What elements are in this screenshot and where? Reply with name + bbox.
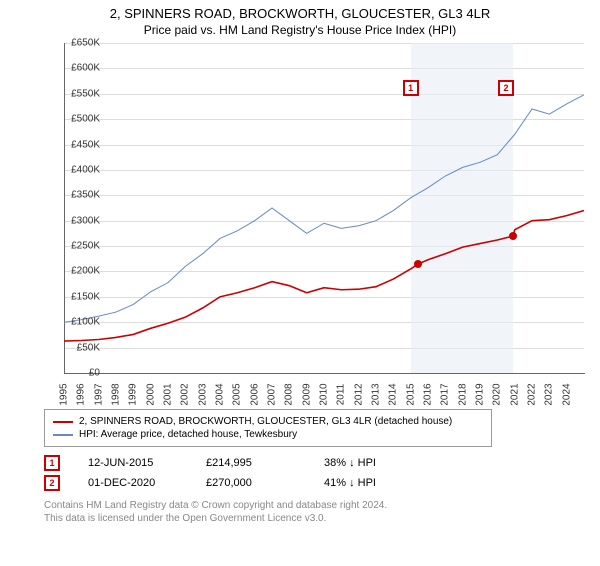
data-row-delta: 41% ↓ HPI — [324, 477, 414, 489]
data-row-date: 12-JUN-2015 — [88, 457, 178, 469]
data-row-date: 01-DEC-2020 — [88, 477, 178, 489]
x-tick-label: 2017 — [440, 383, 451, 405]
x-tick-label: 2014 — [388, 383, 399, 405]
y-tick-label: £100K — [71, 317, 100, 328]
legend-item: 2, SPINNERS ROAD, BROCKWORTH, GLOUCESTER… — [53, 416, 483, 427]
x-tick-label: 2013 — [371, 383, 382, 405]
y-tick-label: £400K — [71, 164, 100, 175]
y-tick-label: £650K — [71, 38, 100, 49]
data-row-price: £270,000 — [206, 477, 296, 489]
y-tick-label: £550K — [71, 88, 100, 99]
marker-dot-2 — [509, 232, 517, 240]
x-tick-label: 2022 — [527, 383, 538, 405]
legend: 2, SPINNERS ROAD, BROCKWORTH, GLOUCESTER… — [44, 409, 492, 447]
x-tick-label: 1996 — [76, 383, 87, 405]
x-tick-label: 2010 — [319, 383, 330, 405]
x-tick-label: 2023 — [544, 383, 555, 405]
x-tick-label: 2018 — [457, 383, 468, 405]
legend-swatch — [53, 434, 73, 436]
marker-dot-1 — [414, 260, 422, 268]
footer: Contains HM Land Registry data © Crown c… — [44, 499, 600, 525]
x-tick-label: 2021 — [509, 383, 520, 405]
y-tick-label: £600K — [71, 63, 100, 74]
x-tick-label: 2002 — [180, 383, 191, 405]
y-tick-label: £200K — [71, 266, 100, 277]
x-tick-label: 2016 — [423, 383, 434, 405]
x-tick-label: 1997 — [93, 383, 104, 405]
x-tick-label: 2008 — [284, 383, 295, 405]
chart-area: 1 2 £0 £50K £100K £150K £200K £250K £300K £350K £… — [34, 43, 594, 403]
chart-subtitle: Price paid vs. HM Land Registry's House … — [0, 23, 600, 37]
footer-line-2: This data is licensed under the Open Gov… — [44, 512, 600, 525]
y-tick-label: £250K — [71, 241, 100, 252]
legend-item: HPI: Average price, detached house, Tewk… — [53, 429, 483, 440]
legend-label: 2, SPINNERS ROAD, BROCKWORTH, GLOUCESTER… — [79, 416, 452, 427]
series-property — [64, 211, 584, 341]
x-tick-label: 1995 — [59, 383, 70, 405]
y-tick-label: £300K — [71, 215, 100, 226]
x-tick-label: 2024 — [561, 383, 572, 405]
y-tick-label: £350K — [71, 190, 100, 201]
chart-title: 2, SPINNERS ROAD, BROCKWORTH, GLOUCESTER… — [0, 6, 600, 21]
x-tick-label: 2004 — [215, 383, 226, 405]
data-row-badge: 1 — [44, 455, 60, 471]
data-table: 1 12-JUN-2015 £214,995 38% ↓ HPI 2 01-DEC-202… — [44, 455, 600, 491]
x-tick-label: 1999 — [128, 383, 139, 405]
x-tick-label: 2019 — [475, 383, 486, 405]
data-row: 2 01-DEC-2020 £270,000 41% ↓ HPI — [44, 475, 600, 491]
x-tick-label: 2020 — [492, 383, 503, 405]
data-row: 1 12-JUN-2015 £214,995 38% ↓ HPI — [44, 455, 600, 471]
x-tick-label: 2000 — [145, 383, 156, 405]
x-tick-label: 2015 — [405, 383, 416, 405]
y-tick-label: £450K — [71, 139, 100, 150]
x-tick-label: 1998 — [111, 383, 122, 405]
x-tick-label: 2009 — [301, 383, 312, 405]
y-tick-label: £0 — [89, 368, 100, 379]
legend-swatch — [53, 421, 73, 423]
x-tick-label: 2012 — [353, 383, 364, 405]
footer-line-1: Contains HM Land Registry data © Crown c… — [44, 499, 600, 512]
x-tick-label: 2006 — [249, 383, 260, 405]
data-row-price: £214,995 — [206, 457, 296, 469]
x-tick-label: 2001 — [163, 383, 174, 405]
data-row-delta: 38% ↓ HPI — [324, 457, 414, 469]
data-row-badge: 2 — [44, 475, 60, 491]
x-tick-label: 2005 — [232, 383, 243, 405]
x-tick-label: 2003 — [197, 383, 208, 405]
chart-container: 2, SPINNERS ROAD, BROCKWORTH, GLOUCESTER… — [0, 6, 600, 566]
x-tick-label: 2007 — [267, 383, 278, 405]
marker-badge-2: 2 — [498, 80, 514, 96]
y-tick-label: £500K — [71, 114, 100, 125]
legend-label: HPI: Average price, detached house, Tewk… — [79, 429, 297, 440]
y-tick-label: £50K — [77, 342, 100, 353]
marker-badge-1: 1 — [403, 80, 419, 96]
y-tick-label: £150K — [71, 291, 100, 302]
x-tick-label: 2011 — [336, 384, 347, 406]
